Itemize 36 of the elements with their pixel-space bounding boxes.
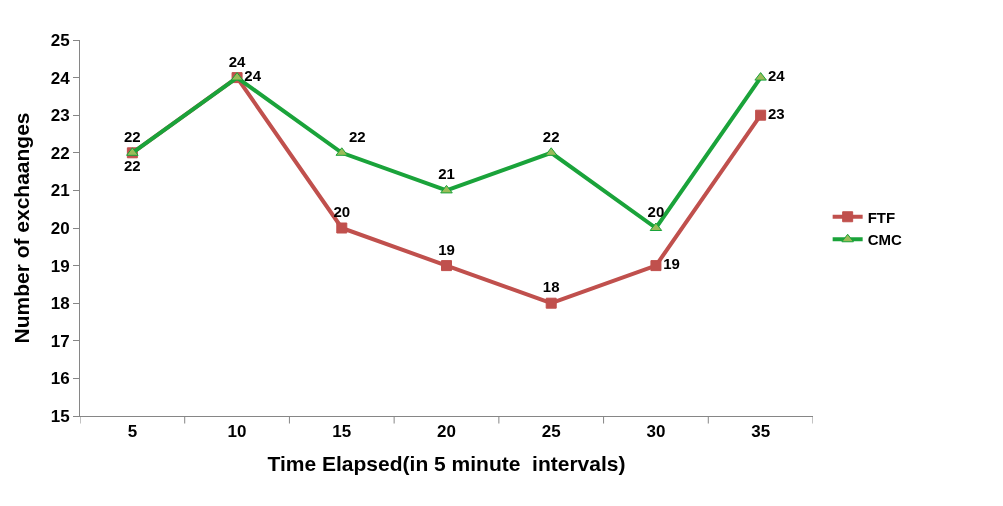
y-tick-label: 18 <box>50 294 70 314</box>
y-tick-label: 24 <box>50 68 71 88</box>
data-label: 19 <box>663 255 680 273</box>
data-label: 20 <box>333 203 351 220</box>
y-tick-label: 25 <box>50 30 70 50</box>
y-tick-label: 22 <box>50 143 70 163</box>
data-label: 18 <box>542 278 560 296</box>
y-tick-label: 16 <box>50 369 70 389</box>
data-label: 20 <box>647 203 665 220</box>
x-tick-label: 5 <box>127 422 138 442</box>
y-tick-label: 23 <box>50 106 70 126</box>
x-axis-title: Time Elapsed(in 5 minute intervals) <box>267 451 626 475</box>
data-label: 22 <box>542 127 560 145</box>
y-tick-label: 21 <box>50 181 70 201</box>
x-tick-label: 15 <box>332 422 352 442</box>
data-label: 21 <box>438 165 455 183</box>
data-label: 24 <box>767 67 786 85</box>
legend-label: FTF <box>867 208 896 226</box>
y-tick-label: 20 <box>50 218 70 238</box>
legend-label: CMC <box>867 231 902 249</box>
data-label: 23 <box>767 104 785 122</box>
data-label: 22 <box>124 127 141 145</box>
y-axis-title: Number of exchaanges <box>9 112 33 344</box>
x-tick-label: 20 <box>437 422 456 442</box>
y-tick-label: 15 <box>50 406 70 426</box>
data-label: 24 <box>244 67 262 85</box>
data-label: 24 <box>228 52 247 70</box>
x-tick-label: 35 <box>751 422 771 442</box>
x-tick-label: 10 <box>227 422 247 442</box>
x-tick-label: 30 <box>646 422 666 442</box>
data-label: 22 <box>349 127 366 145</box>
data-label: 22 <box>124 157 141 175</box>
x-tick-label: 25 <box>541 422 561 442</box>
y-tick-label: 19 <box>50 256 70 276</box>
y-tick-label: 17 <box>50 331 70 351</box>
data-label: 19 <box>438 240 455 258</box>
